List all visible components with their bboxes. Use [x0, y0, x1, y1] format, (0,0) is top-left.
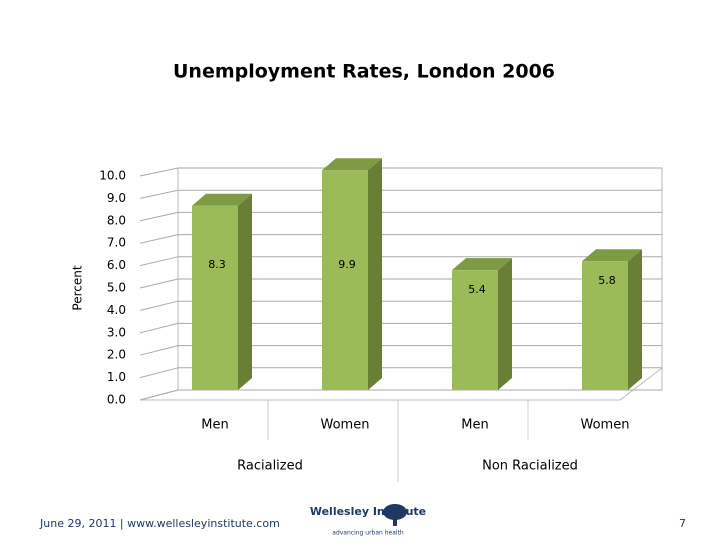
- page-number: 7: [679, 517, 686, 530]
- bar-side: [238, 193, 252, 390]
- x-tick-label: Women: [321, 418, 370, 433]
- y-tick-label: 3.0: [107, 325, 126, 339]
- y-tick-label: 2.0: [107, 348, 126, 362]
- side-grid-line: [139, 367, 179, 379]
- y-tick-label: 7.0: [107, 236, 126, 250]
- chart-title: Unemployment Rates, London 2006: [173, 61, 555, 83]
- y-tick-label: 8.0: [107, 213, 126, 227]
- y-tick-label: 10.0: [99, 169, 126, 183]
- group-label: Racialized: [237, 459, 303, 474]
- value-label: 8.3: [208, 258, 226, 271]
- bar-side: [368, 158, 382, 390]
- side-grid-line: [139, 278, 179, 289]
- side-grid-line: [139, 211, 179, 222]
- bar-top: [322, 158, 382, 171]
- logo-tagline: advancing urban health: [332, 530, 404, 537]
- value-label: 5.8: [598, 274, 616, 287]
- side-grid-line: [139, 345, 179, 356]
- footer-text: June 29, 2011 | www.wellesleyinstitute.c…: [39, 517, 280, 530]
- side-grid-line: [139, 322, 179, 334]
- side-grid-line: [139, 256, 179, 267]
- y-tick-label: 0.0: [107, 393, 126, 407]
- side-grid-line: [139, 189, 179, 199]
- bar-side: [628, 249, 642, 390]
- logo: Wellesley Institute advancing urban heal…: [310, 504, 426, 537]
- bar: [192, 205, 238, 390]
- y-axis-label: Percent: [71, 265, 85, 310]
- logo-name: Wellesley Institute: [310, 505, 426, 518]
- x-tick-label: Women: [581, 418, 630, 433]
- x-tick-label: Men: [461, 418, 488, 433]
- group-label: Non Racialized: [482, 459, 578, 474]
- bar: [452, 270, 498, 390]
- bar: [322, 170, 368, 390]
- logo-crown: [383, 504, 407, 520]
- y-tick-label: 1.0: [107, 370, 126, 384]
- side-grid-line: [139, 234, 179, 244]
- value-label: 5.4: [468, 283, 486, 296]
- value-label: 9.9: [338, 258, 356, 271]
- y-tick-label: 4.0: [107, 303, 126, 317]
- y-tick-label: 6.0: [107, 258, 126, 272]
- bar-top: [582, 249, 642, 262]
- y-tick-label: 5.0: [107, 281, 126, 295]
- y-tick-label: 9.0: [107, 191, 126, 205]
- side-grid-line: [139, 167, 179, 177]
- side-grid-line: [139, 389, 179, 401]
- bar: [582, 261, 628, 390]
- side-grid-line: [139, 300, 179, 311]
- bar-top: [452, 258, 512, 271]
- x-tick-label: Men: [201, 418, 228, 433]
- bar-side: [498, 258, 512, 390]
- bar-top: [192, 193, 252, 206]
